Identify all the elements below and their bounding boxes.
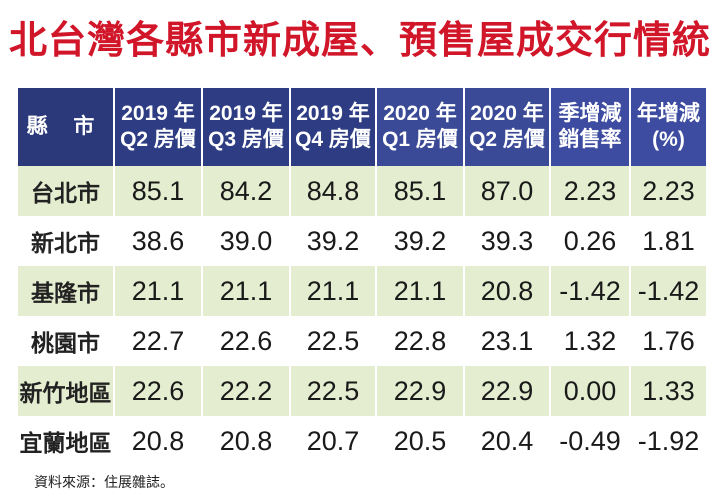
header-line: 2020 年 [383,102,457,125]
yoy-cell: 1.81 [629,216,706,266]
price-cell: 38.6 [113,216,202,266]
table-row: 基隆市 21.1 21.1 21.1 21.1 20.8 -1.42 -1.42 [18,266,706,316]
county-cell: 台北市 [18,166,114,216]
qoq-cell: 0.26 [549,216,630,266]
qoq-cell: 1.32 [549,316,630,366]
yoy-cell: 1.33 [629,366,706,416]
price-cell: 22.9 [375,366,464,416]
header-line: Q4 房價 [295,128,371,151]
header-line: 2019 年 [121,102,195,125]
table-row: 新北市 38.6 39.0 39.2 39.2 39.3 0.26 1.81 [18,216,706,266]
yoy-cell: 2.23 [629,166,706,216]
header-line: 2019 年 [296,102,370,125]
header-line: 銷售率 [558,128,622,151]
table-body: 台北市 85.1 84.2 84.8 85.1 87.0 2.23 2.23 新北市 38.6 39… [18,166,706,466]
header-qoq: 季增減 銷售率 [549,88,630,166]
header-line: 2020 年 [470,102,544,125]
price-cell: 20.4 [463,416,550,466]
header-line: Q2 房價 [469,128,545,151]
header-2019-q3: 2019 年 Q3 房價 [201,88,290,166]
price-cell: 22.8 [375,316,464,366]
price-cell: 22.5 [289,316,376,366]
price-cell: 20.7 [289,416,376,466]
county-cell: 基隆市 [18,266,114,316]
price-cell: 39.0 [201,216,290,266]
price-cell: 20.8 [201,416,290,466]
qoq-cell: -0.49 [549,416,630,466]
table-row: 桃園市 22.7 22.6 22.5 22.8 23.1 1.32 1.76 [18,316,706,366]
source-note: 資料來源：住展雜誌。 [34,475,174,491]
price-cell: 21.1 [289,266,376,316]
header-line: 2019 年 [209,102,283,125]
county-cell: 宜蘭地區 [18,416,114,466]
header-line: 季增減 [558,102,622,125]
price-cell: 20.5 [375,416,464,466]
price-table: 縣 市 2019 年 Q2 房價 2019 年 Q3 房價 2019 年 Q4 … [18,88,706,466]
price-cell: 21.1 [201,266,290,316]
price-cell: 22.5 [289,366,376,416]
header-county: 縣 市 [18,88,114,166]
price-cell: 22.7 [113,316,202,366]
price-cell: 22.6 [201,316,290,366]
price-cell: 85.1 [113,166,202,216]
price-cell: 21.1 [113,266,202,316]
price-cell: 84.8 [289,166,376,216]
price-cell: 87.0 [463,166,550,216]
price-cell: 22.6 [113,366,202,416]
price-cell: 20.8 [463,266,550,316]
header-2020-q2: 2020 年 Q2 房價 [463,88,550,166]
county-cell: 新竹地區 [18,366,114,416]
qoq-cell: 0.00 [549,366,630,416]
price-cell: 22.9 [463,366,550,416]
price-cell: 22.2 [201,366,290,416]
header-2019-q2: 2019 年 Q2 房價 [113,88,202,166]
yoy-cell: 1.76 [629,316,706,366]
price-cell: 20.8 [113,416,202,466]
county-cell: 桃園市 [18,316,114,366]
table-row: 台北市 85.1 84.2 84.8 85.1 87.0 2.23 2.23 [18,166,706,216]
county-cell: 新北市 [18,216,114,266]
header-county-label: 縣 市 [26,115,105,138]
header-line: (%) [652,128,685,151]
price-cell: 21.1 [375,266,464,316]
header-line: Q1 房價 [382,128,458,151]
header-row: 縣 市 2019 年 Q2 房價 2019 年 Q3 房價 2019 年 Q4 … [18,88,706,166]
header-2020-q1: 2020 年 Q1 房價 [375,88,464,166]
table-row: 新竹地區 22.6 22.2 22.5 22.9 22.9 0.00 1.33 [18,366,706,416]
header-yoy: 年增減 (%) [629,88,706,166]
price-cell: 84.2 [201,166,290,216]
header-line: Q3 房價 [208,128,284,151]
header-line: 年增減 [637,102,700,125]
price-cell: 85.1 [375,166,464,216]
table-row: 宜蘭地區 20.8 20.8 20.7 20.5 20.4 -0.49 -1.92 [18,416,706,466]
header-line: Q2 房價 [120,128,196,151]
yoy-cell: -1.92 [629,416,706,466]
header-2019-q4: 2019 年 Q4 房價 [289,88,376,166]
price-cell: 39.2 [375,216,464,266]
price-cell: 39.2 [289,216,376,266]
yoy-cell: -1.42 [629,266,706,316]
price-cell: 39.3 [463,216,550,266]
page-title: 北台灣各縣市新成屋、預售屋成交行情統計 [8,18,711,134]
price-cell: 23.1 [463,316,550,366]
qoq-cell: -1.42 [549,266,630,316]
qoq-cell: 2.23 [549,166,630,216]
